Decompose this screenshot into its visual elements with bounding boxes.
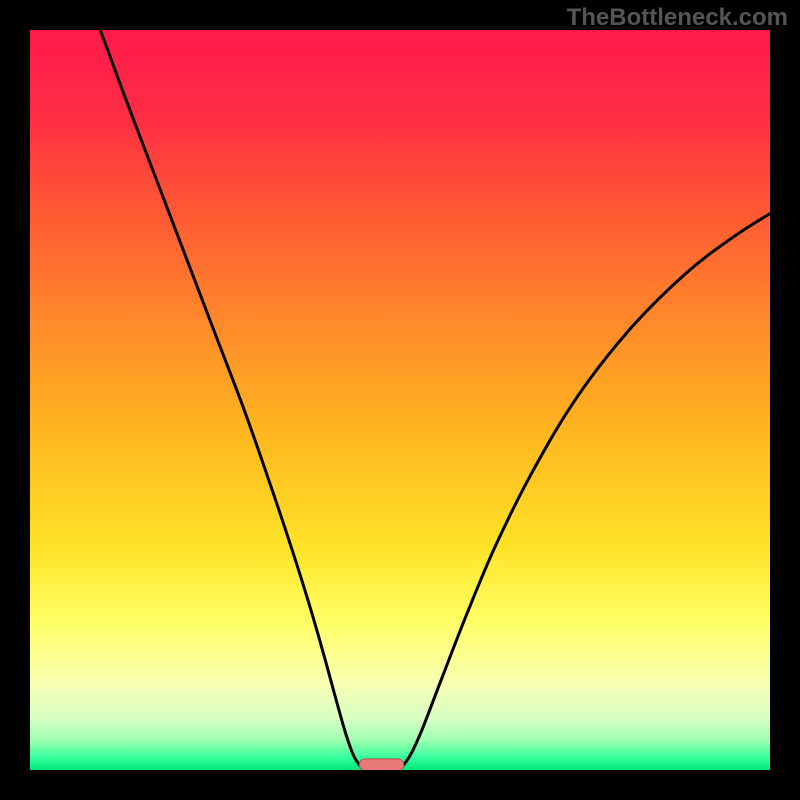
watermark-text: TheBottleneck.com xyxy=(567,4,788,32)
optimal-marker xyxy=(359,759,403,770)
chart-container: TheBottleneck.com xyxy=(0,0,800,800)
plot-svg xyxy=(30,30,770,770)
